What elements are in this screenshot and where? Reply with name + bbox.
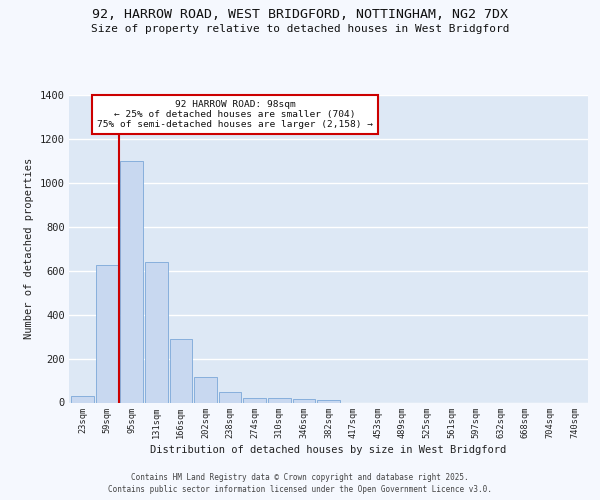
Bar (317, 400, 340, 402)
Text: Contains HM Land Registry data © Crown copyright and database right 2025.
Contai: Contains HM Land Registry data © Crown c… (108, 472, 492, 494)
Text: 92 HARROW ROAD: 98sqm
← 25% of detached houses are smaller (704)
75% of semi-det: 92 HARROW ROAD: 98sqm ← 25% of detached … (97, 100, 373, 130)
Text: 92, HARROW ROAD, WEST BRIDGFORD, NOTTINGHAM, NG2 7DX: 92, HARROW ROAD, WEST BRIDGFORD, NOTTING… (92, 8, 508, 20)
Bar (170, 339, 192, 402)
Bar (293, 399, 315, 402)
Bar (96, 265, 118, 402)
X-axis label: Distribution of detached houses by size in West Bridgford: Distribution of detached houses by size … (151, 445, 506, 455)
Bar (71, 396, 94, 402)
Y-axis label: Number of detached properties: Number of detached properties (24, 158, 34, 340)
Bar (268, 398, 290, 402)
Bar (219, 392, 241, 402)
Bar (194, 377, 217, 402)
Bar (244, 398, 266, 402)
Text: Size of property relative to detached houses in West Bridgford: Size of property relative to detached ho… (91, 24, 509, 34)
Bar (145, 262, 167, 402)
Bar (121, 161, 143, 402)
